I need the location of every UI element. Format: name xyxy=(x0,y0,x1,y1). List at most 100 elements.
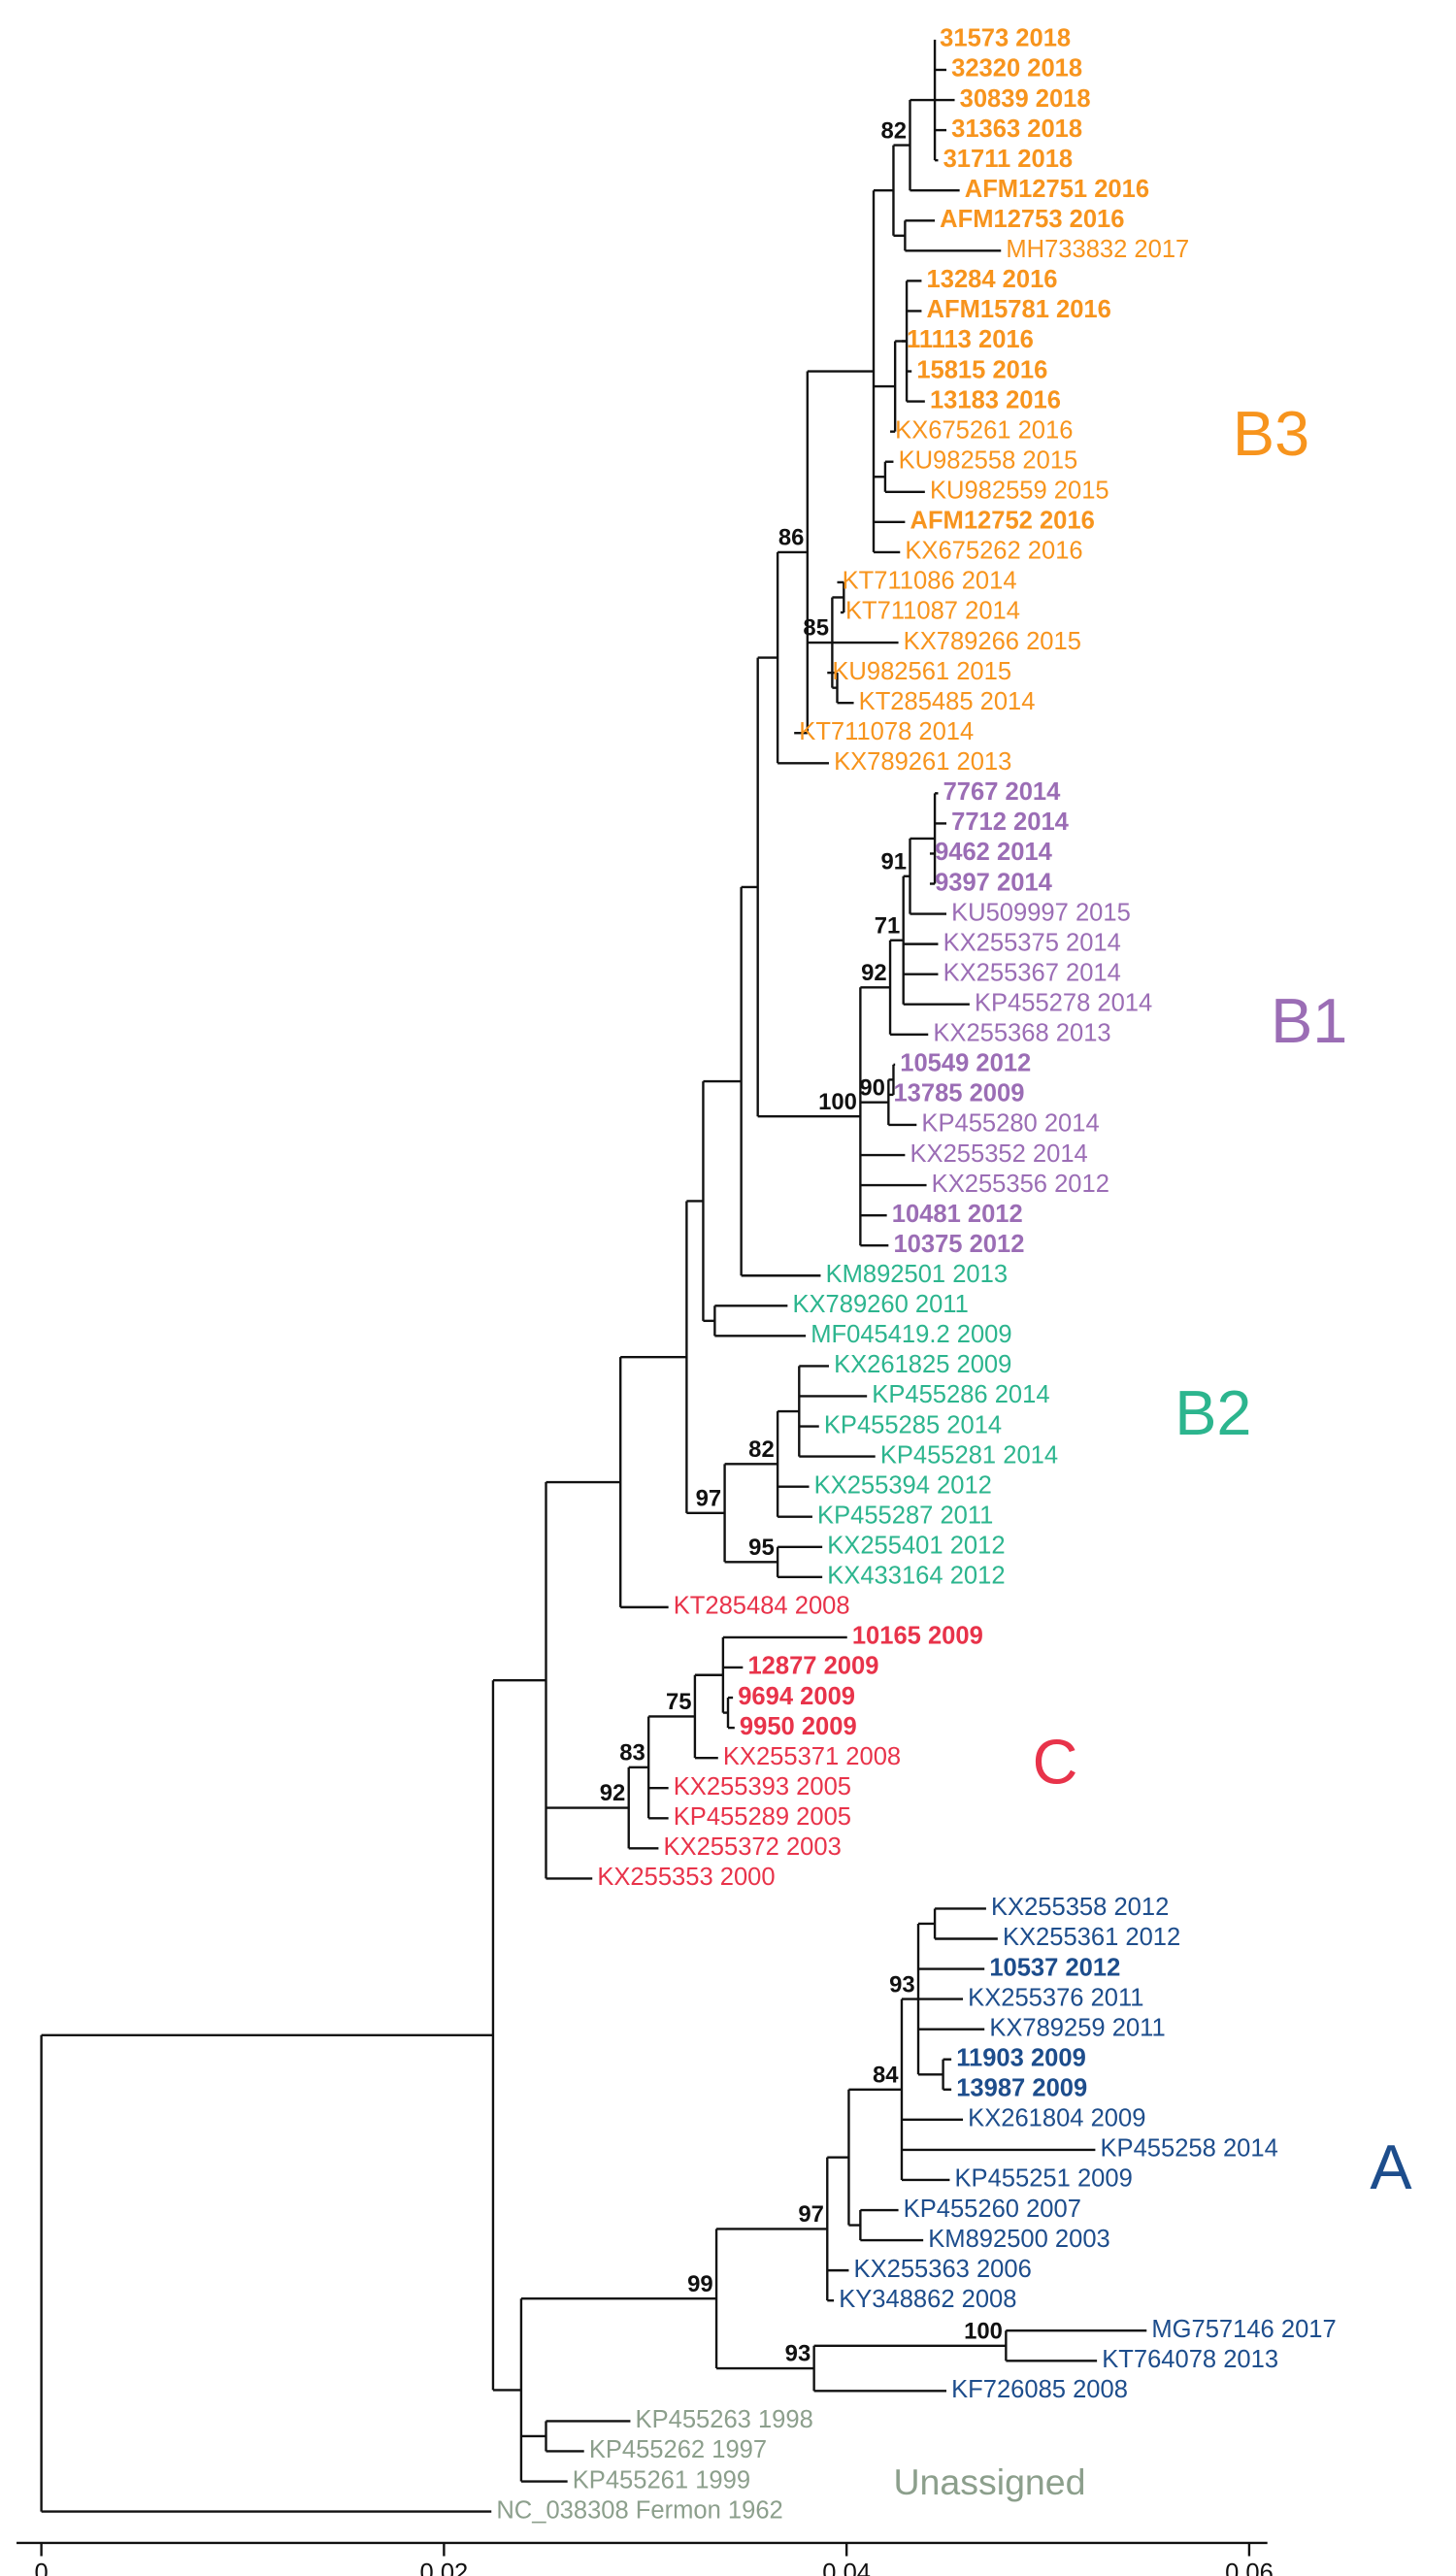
support-value: 93 xyxy=(889,1971,915,1998)
leaf-label: KX255375 2014 xyxy=(943,929,1121,956)
support-value: 97 xyxy=(696,1485,722,1511)
leaf-label: KX255393 2005 xyxy=(674,1773,851,1800)
leaf-label: KP455261 1999 xyxy=(573,2466,750,2493)
leaf-label: KT711086 2014 xyxy=(843,568,1017,595)
leaf-label: 13183 2016 xyxy=(930,386,1061,413)
support-value: 92 xyxy=(600,1780,626,1806)
leaf-label: 31573 2018 xyxy=(940,25,1071,52)
leaf-label: 32320 2018 xyxy=(951,55,1082,83)
leaf-label: 13284 2016 xyxy=(927,266,1058,293)
leaf-label: KX255361 2012 xyxy=(1003,1924,1180,1951)
leaf-label: KX255353 2000 xyxy=(597,1864,775,1891)
leaf-label: 9950 2009 xyxy=(740,1713,857,1740)
tick-label: 0.04 xyxy=(822,2559,871,2576)
leaf-label: KU509997 2015 xyxy=(951,899,1131,926)
leaf-label: MH733832 2017 xyxy=(1006,236,1189,263)
leaf-label: KX255372 2003 xyxy=(664,1833,842,1861)
leaf-label: KP455285 2014 xyxy=(824,1411,1002,1438)
leaf-label: KT711087 2014 xyxy=(845,598,1020,625)
clade-label: B2 xyxy=(1175,1377,1251,1448)
leaf-label: KX789261 2013 xyxy=(834,748,1011,776)
leaf-label: 7712 2014 xyxy=(951,809,1070,836)
support-value: 75 xyxy=(666,1689,692,1715)
leaf-label: MF045419.2 2009 xyxy=(811,1321,1011,1348)
leaf-label: KX261825 2009 xyxy=(834,1351,1011,1378)
leaf-label: KP455281 2014 xyxy=(880,1441,1058,1469)
leaf-label: 30839 2018 xyxy=(960,85,1091,113)
support-value: 99 xyxy=(687,2271,713,2297)
leaf-label: KX675262 2016 xyxy=(905,538,1082,565)
support-value: 84 xyxy=(873,2062,899,2088)
leaf-label: KX255363 2006 xyxy=(854,2256,1032,2283)
leaf-label: 10375 2012 xyxy=(893,1231,1024,1258)
leaf-label: 15815 2016 xyxy=(916,356,1047,383)
leaf-label: 9694 2009 xyxy=(738,1683,855,1710)
leaf-label: KP455251 2009 xyxy=(955,2165,1133,2193)
support-value: 71 xyxy=(875,912,901,939)
leaf-label: KU982559 2015 xyxy=(930,478,1109,505)
support-value: 100 xyxy=(818,1089,857,1115)
leaf-label: 10549 2012 xyxy=(900,1050,1031,1077)
leaf-label: KP455286 2014 xyxy=(872,1381,1049,1408)
support-value: 85 xyxy=(803,615,829,642)
clade-label: C xyxy=(1033,1727,1078,1798)
leaf-label: KX789260 2011 xyxy=(792,1291,968,1318)
leaf-label: 31363 2018 xyxy=(951,116,1082,143)
leaf-label: AFM12751 2016 xyxy=(965,176,1149,203)
support-value: 95 xyxy=(748,1535,775,1561)
leaf-label: KX261804 2009 xyxy=(968,2105,1145,2132)
leaf-label: KP455280 2014 xyxy=(921,1110,1099,1138)
support-value: 100 xyxy=(964,2318,1003,2344)
support-value: 91 xyxy=(881,848,908,875)
leaf-label: KF726085 2008 xyxy=(951,2376,1128,2403)
clade-label: Unassigned xyxy=(893,2461,1085,2502)
support-value: 82 xyxy=(748,1437,775,1463)
leaf-label: KM892501 2013 xyxy=(826,1261,1009,1288)
leaf-label: 13785 2009 xyxy=(893,1080,1024,1107)
leaf-label: 11903 2009 xyxy=(956,2044,1086,2071)
leaf-label: KX255394 2012 xyxy=(814,1471,992,1499)
leaf-label: KX789266 2015 xyxy=(904,628,1081,655)
leaf-label: KM892500 2003 xyxy=(928,2226,1110,2253)
leaf-label: 7767 2014 xyxy=(943,778,1062,806)
leaf-label: NC_038308 Fermon 1962 xyxy=(496,2496,782,2524)
leaf-label: KX255368 2013 xyxy=(933,1020,1110,1047)
support-value: 92 xyxy=(861,960,887,986)
leaf-label: KX255356 2012 xyxy=(932,1171,1109,1198)
leaf-label: 10537 2012 xyxy=(989,1954,1120,1981)
leaf-label: 10481 2012 xyxy=(892,1201,1023,1228)
leaf-label: KY348862 2008 xyxy=(839,2286,1016,2313)
leaf-label: AFM12752 2016 xyxy=(910,508,1095,535)
leaf-label: KP455260 2007 xyxy=(904,2196,1081,2223)
leaf-label: 9462 2014 xyxy=(935,839,1053,866)
leaf-label: KX255376 2011 xyxy=(968,1984,1143,2011)
support-value: 86 xyxy=(778,525,805,551)
leaf-label: KX789259 2011 xyxy=(989,2014,1165,2041)
leaf-label: KP455262 1997 xyxy=(589,2436,767,2463)
leaf-label: KX255352 2014 xyxy=(910,1140,1088,1168)
leaf-label: 9397 2014 xyxy=(935,869,1053,896)
support-value: 82 xyxy=(881,117,908,144)
support-value: 97 xyxy=(798,2201,824,2228)
leaf-label: KX255371 2008 xyxy=(723,1743,901,1770)
leaf-label: MG757146 2017 xyxy=(1151,2316,1336,2343)
leaf-label: KU982561 2015 xyxy=(832,658,1011,685)
leaf-label: KP455287 2011 xyxy=(817,1502,993,1529)
leaf-label: 10165 2009 xyxy=(852,1623,983,1650)
leaf-label: AFM15781 2016 xyxy=(927,296,1111,323)
leaf-label: KU982558 2015 xyxy=(899,446,1078,474)
leaf-label: KX255358 2012 xyxy=(991,1894,1169,1921)
tick-label: 0.06 xyxy=(1225,2559,1274,2576)
leaf-label: 13987 2009 xyxy=(956,2075,1087,2102)
leaf-label: KT764078 2013 xyxy=(1102,2346,1278,2373)
clade-label: B3 xyxy=(1233,398,1309,469)
leaf-label: KT285484 2008 xyxy=(674,1593,850,1620)
leaf-label: KX255367 2014 xyxy=(943,959,1121,986)
clade-label: A xyxy=(1370,2131,1412,2202)
leaf-label: KX675261 2016 xyxy=(895,416,1073,444)
leaf-label: AFM12753 2016 xyxy=(940,206,1124,233)
support-value: 90 xyxy=(859,1074,885,1101)
tick-label: 0 xyxy=(35,2559,49,2576)
leaf-label: KX255401 2012 xyxy=(827,1533,1005,1560)
